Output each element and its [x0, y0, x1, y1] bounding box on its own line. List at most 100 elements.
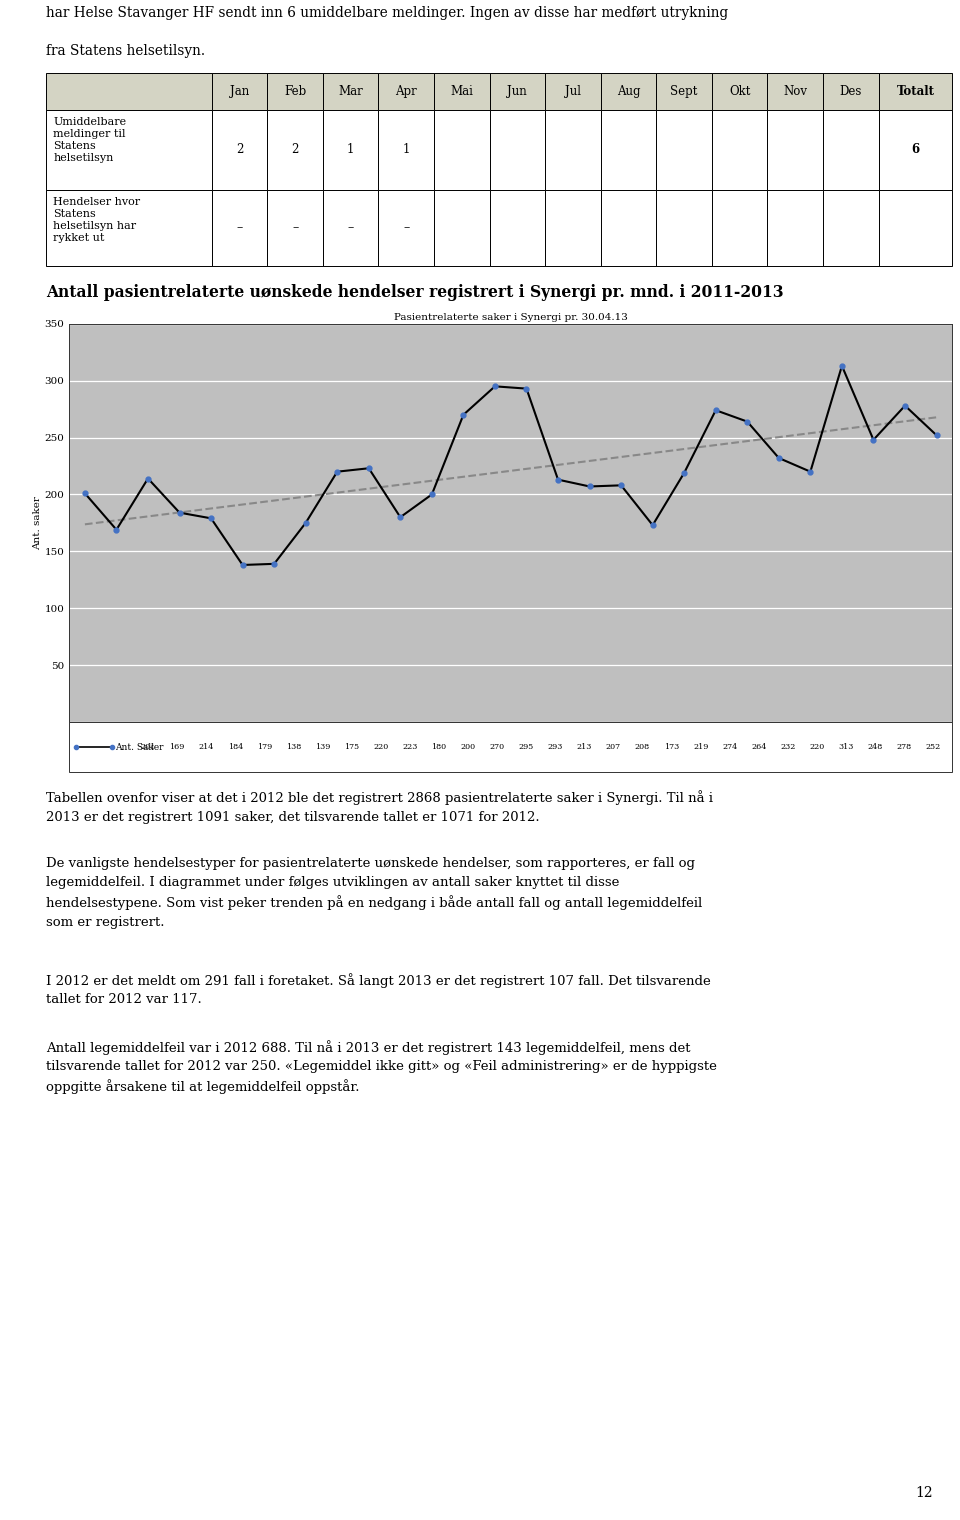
Text: 220: 220 — [373, 743, 389, 751]
Text: 208: 208 — [635, 743, 650, 751]
Bar — [878, 190, 952, 266]
Text: Jul: Jul — [564, 85, 581, 97]
Text: Umiddelbare
meldinger til
Statens
helsetilsyn: Umiddelbare meldinger til Statens helset… — [54, 117, 127, 163]
Bar — [378, 109, 434, 190]
Text: 184: 184 — [228, 743, 243, 751]
Bar — [490, 190, 545, 266]
Bar — [601, 190, 657, 266]
Bar — [46, 190, 212, 266]
Bar — [212, 190, 267, 266]
Bar — [490, 109, 545, 190]
Text: Aug: Aug — [616, 85, 640, 97]
Text: Nov: Nov — [783, 85, 807, 97]
Bar — [712, 190, 767, 266]
Bar — [601, 109, 657, 190]
Text: 223: 223 — [402, 743, 418, 751]
Text: Mai: Mai — [450, 85, 473, 97]
Bar — [434, 190, 490, 266]
Bar — [545, 109, 601, 190]
Text: Mar: Mar — [338, 85, 363, 97]
Title: Pasientrelaterte saker i Synergi pr. 30.04.13: Pasientrelaterte saker i Synergi pr. 30.… — [394, 313, 628, 322]
Bar — [46, 109, 212, 190]
Text: 270: 270 — [490, 743, 505, 751]
Text: 232: 232 — [780, 743, 796, 751]
Bar — [712, 73, 767, 109]
Text: 264: 264 — [751, 743, 766, 751]
Text: Apr: Apr — [396, 85, 417, 97]
Bar — [378, 190, 434, 266]
Bar — [878, 109, 952, 190]
Text: 169: 169 — [170, 743, 185, 751]
Text: –: – — [292, 222, 299, 234]
Text: 293: 293 — [547, 743, 563, 751]
Bar — [657, 109, 712, 190]
Text: 139: 139 — [315, 743, 330, 751]
Text: 295: 295 — [518, 743, 534, 751]
Text: 6: 6 — [911, 143, 920, 157]
Bar — [878, 73, 952, 109]
Bar — [823, 109, 878, 190]
Text: Antall legemiddelfeil var i 2012 688. Til nå i 2013 er det registrert 143 legemi: Antall legemiddelfeil var i 2012 688. Ti… — [46, 1040, 717, 1094]
Bar — [545, 73, 601, 109]
Text: 175: 175 — [344, 743, 359, 751]
Text: Feb: Feb — [284, 85, 306, 97]
Text: Sept: Sept — [670, 85, 698, 97]
Y-axis label: Ant. saker: Ant. saker — [33, 496, 41, 550]
Bar — [823, 190, 878, 266]
Bar — [267, 190, 323, 266]
Bar — [767, 109, 823, 190]
Text: 274: 274 — [722, 743, 737, 751]
Bar — [490, 73, 545, 109]
Text: har Helse Stavanger HF sendt inn 6 umiddelbare meldinger. Ingen av disse har med: har Helse Stavanger HF sendt inn 6 umidd… — [46, 6, 729, 20]
Text: Jun: Jun — [508, 85, 527, 97]
Text: 219: 219 — [693, 743, 708, 751]
Text: Ant. Saker: Ant. Saker — [115, 743, 163, 751]
Bar — [212, 73, 267, 109]
Text: fra Statens helsetilsyn.: fra Statens helsetilsyn. — [46, 44, 205, 58]
Bar — [767, 190, 823, 266]
Text: Okt: Okt — [729, 85, 751, 97]
Text: 200: 200 — [461, 743, 475, 751]
Text: Jan: Jan — [229, 85, 250, 97]
Bar — [323, 109, 378, 190]
Text: 313: 313 — [838, 743, 853, 751]
Bar — [545, 190, 601, 266]
Text: 207: 207 — [606, 743, 621, 751]
Text: De vanligste hendelsestyper for pasientrelaterte uønskede hendelser, som rapport: De vanligste hendelsestyper for pasientr… — [46, 857, 703, 929]
Text: 214: 214 — [199, 743, 214, 751]
Text: 2: 2 — [292, 143, 299, 157]
Bar — [212, 109, 267, 190]
Text: 1: 1 — [347, 143, 354, 157]
Bar — [46, 73, 212, 109]
Bar — [378, 73, 434, 109]
Bar — [323, 73, 378, 109]
Text: Totalt: Totalt — [897, 85, 934, 97]
Text: Des: Des — [840, 85, 862, 97]
Text: 278: 278 — [897, 743, 912, 751]
Text: I 2012 er det meldt om 291 fall i foretaket. Så langt 2013 er det registrert 107: I 2012 er det meldt om 291 fall i foreta… — [46, 973, 710, 1006]
Text: 252: 252 — [925, 743, 941, 751]
Text: 138: 138 — [286, 743, 301, 751]
Bar — [601, 73, 657, 109]
Bar — [657, 190, 712, 266]
Text: 179: 179 — [257, 743, 272, 751]
Text: –: – — [348, 222, 354, 234]
Bar — [657, 73, 712, 109]
Text: –: – — [403, 222, 409, 234]
Text: 180: 180 — [431, 743, 446, 751]
Text: 213: 213 — [577, 743, 592, 751]
Text: Tabellen ovenfor viser at det i 2012 ble det registrert 2868 pasientrelaterte sa: Tabellen ovenfor viser at det i 2012 ble… — [46, 790, 713, 824]
Bar — [434, 73, 490, 109]
Bar — [712, 109, 767, 190]
Text: Hendelser hvor
Statens
helsetilsyn har
rykket ut: Hendelser hvor Statens helsetilsyn har r… — [54, 198, 140, 243]
Bar — [267, 109, 323, 190]
Bar — [767, 73, 823, 109]
Text: 201: 201 — [140, 743, 156, 751]
Text: –: – — [236, 222, 243, 234]
Text: 220: 220 — [809, 743, 825, 751]
Text: 1: 1 — [402, 143, 410, 157]
Text: 12: 12 — [916, 1485, 933, 1500]
Bar — [434, 109, 490, 190]
Text: 173: 173 — [664, 743, 680, 751]
Text: 248: 248 — [868, 743, 883, 751]
